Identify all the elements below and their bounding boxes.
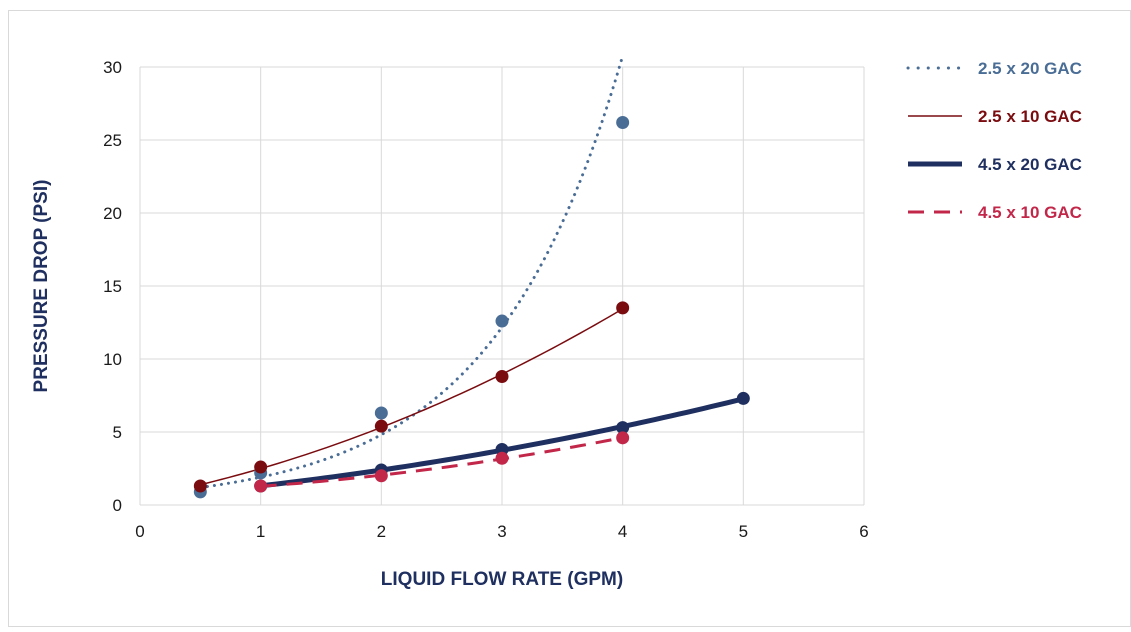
data-point-series-4 [495,451,509,465]
data-points [193,115,750,499]
chart-border [8,10,1131,627]
y-axis-title: PRESSURE DROP (PSI) [31,180,52,393]
data-point-series-2 [616,301,630,315]
data-point-series-2 [495,370,509,384]
data-point-series-1 [495,314,509,328]
y-tick-label: 15 [103,277,122,296]
data-point-series-4 [254,479,268,493]
legend-label: 2.5 x 20 GAC [978,59,1082,78]
y-tick-label: 20 [103,204,122,223]
trendline-series-1 [198,54,625,489]
trendline-series-4 [260,436,623,488]
grid-lines [139,66,865,506]
trendline-series-2 [200,308,624,486]
x-tick-label: 0 [135,522,144,541]
x-tick-label: 4 [618,522,627,541]
legend-label: 2.5 x 10 GAC [978,107,1082,126]
x-tick-label: 3 [497,522,506,541]
data-point-series-3 [736,391,750,405]
data-point-series-4 [374,469,388,483]
legend-label: 4.5 x 20 GAC [978,155,1082,174]
data-point-series-2 [374,419,388,433]
x-axis-title: LIQUID FLOW RATE (GPM) [381,569,623,590]
y-tick-label: 0 [113,496,122,515]
x-tick-label: 6 [859,522,868,541]
data-point-series-1 [374,406,388,420]
x-tick-label: 2 [377,522,386,541]
x-tick-label: 5 [739,522,748,541]
y-tick-label: 5 [113,423,122,442]
axes: 0 1 2 3 4 5 6 0 5 10 15 20 25 30 [103,58,869,541]
legend-label: 4.5 x 10 GAC [978,203,1082,222]
data-point-series-2 [254,460,268,474]
y-tick-label: 30 [103,58,122,77]
y-tick-label: 25 [103,131,122,150]
data-point-series-1 [616,115,630,129]
legend: 2.5 x 20 GAC 2.5 x 10 GAC 4.5 x 20 GAC 4.5 … [906,59,1082,222]
x-tick-label: 1 [256,522,265,541]
y-tick-label: 10 [103,350,122,369]
data-point-series-2 [193,479,207,493]
data-point-series-4 [616,431,630,445]
data-point-series-3 [616,421,630,435]
